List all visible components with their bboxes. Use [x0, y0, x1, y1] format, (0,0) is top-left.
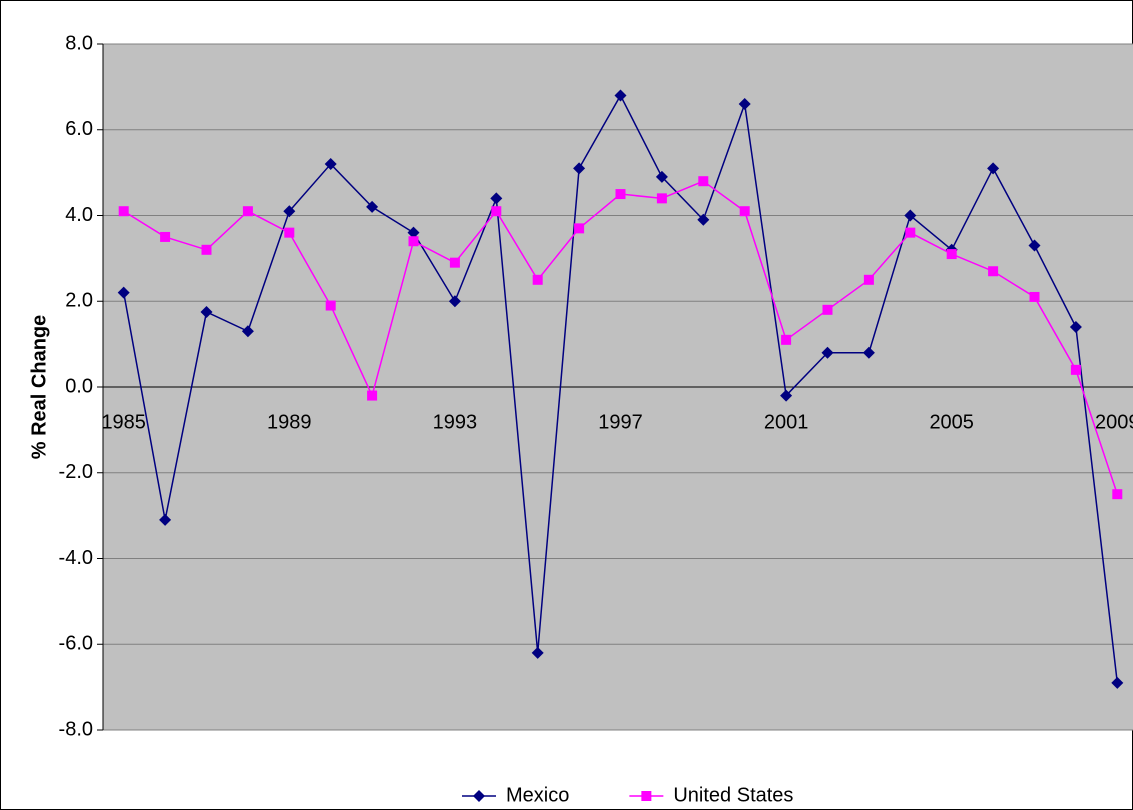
data-point: [946, 249, 957, 260]
data-point: [118, 206, 129, 217]
legend-label: Mexico: [506, 784, 569, 806]
data-point: [117, 286, 130, 299]
y-axis-label: % Real Change: [28, 315, 50, 459]
data-point: [739, 206, 750, 217]
data-point: [366, 200, 379, 213]
data-point: [656, 193, 667, 204]
y-tick-label: 0.0: [65, 375, 93, 397]
data-point: [697, 213, 710, 226]
data-point: [987, 162, 1000, 175]
y-tick-label: -6.0: [59, 633, 93, 655]
data-point: [407, 226, 420, 239]
data-point: [448, 295, 461, 308]
data-point: [1069, 320, 1082, 333]
x-tick-label: 1989: [267, 411, 312, 433]
data-point: [242, 206, 253, 217]
data-point: [905, 227, 916, 238]
data-point: [781, 334, 792, 345]
legend-label: United States: [673, 784, 793, 806]
data-point: [862, 346, 875, 359]
data-point: [491, 206, 502, 217]
data-point: [822, 304, 833, 315]
x-tick-label: 1985: [101, 411, 146, 433]
y-tick-label: 6.0: [65, 118, 93, 140]
data-point: [325, 300, 336, 311]
data-point: [988, 266, 999, 277]
data-point: [449, 257, 460, 268]
data-point: [573, 162, 586, 175]
data-point: [241, 325, 254, 338]
data-point: [614, 89, 627, 102]
data-point: [738, 98, 751, 111]
data-point: [574, 223, 585, 234]
x-tick-label: 2009: [1095, 411, 1133, 433]
data-point: [531, 646, 544, 659]
y-tick-label: -2.0: [59, 461, 93, 483]
data-point: [283, 205, 296, 218]
data-point: [160, 231, 171, 242]
y-tick-label: -4.0: [59, 547, 93, 569]
data-point: [615, 189, 626, 200]
data-point: [1070, 364, 1081, 375]
data-point: [284, 227, 295, 238]
data-point: [532, 274, 543, 285]
data-point: [863, 274, 874, 285]
data-point: [408, 236, 419, 247]
y-tick-label: -8.0: [59, 718, 93, 740]
data-point: [490, 192, 503, 205]
x-tick-label: 1997: [598, 411, 643, 433]
data-point: [367, 390, 378, 401]
data-point: [159, 513, 172, 526]
data-point: [1112, 489, 1123, 500]
y-tick-label: 4.0: [65, 204, 93, 226]
legend-marker: [641, 791, 652, 801]
data-point: [1111, 676, 1124, 689]
data-point: [1029, 291, 1040, 302]
y-tick-label: 8.0: [65, 32, 93, 54]
data-point: [200, 305, 213, 318]
data-point: [201, 244, 212, 255]
legend-marker: [473, 790, 485, 802]
data-point: [324, 158, 337, 171]
data-point: [904, 209, 917, 222]
data-point: [821, 346, 834, 359]
data-point: [1028, 239, 1041, 252]
data-point: [655, 170, 668, 183]
x-tick-label: 2001: [764, 411, 809, 433]
x-tick-label: 1993: [433, 411, 478, 433]
x-tick-label: 2005: [929, 411, 974, 433]
data-point: [780, 389, 793, 402]
data-point: [698, 176, 709, 187]
y-tick-label: 2.0: [65, 290, 93, 312]
